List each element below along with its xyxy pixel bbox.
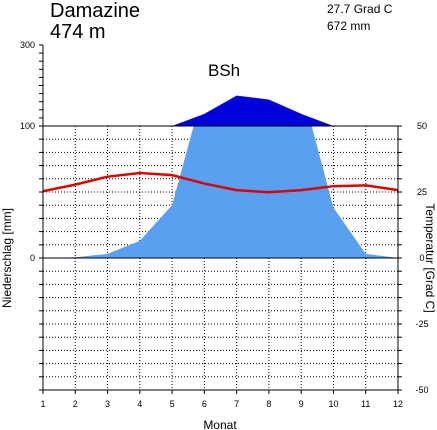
left-tick-label: 100: [20, 121, 35, 131]
precipitation-area-linear: [43, 126, 398, 258]
y-axis-title-right: Temperatur [Grad C]: [423, 203, 437, 312]
x-tick-label: 5: [170, 399, 175, 409]
right-tick-label: 0: [419, 253, 424, 263]
x-tick-label: 10: [328, 399, 338, 409]
right-tick-label: 25: [417, 187, 427, 197]
right-tick-label: -50: [415, 385, 428, 395]
climate-class: BSh: [208, 61, 241, 80]
x-tick-label: 3: [105, 399, 110, 409]
plot-area: [42, 95, 399, 258]
precipitation-excess-area: [43, 95, 398, 126]
x-tick-label: 11: [361, 399, 370, 409]
mean-temperature: 27.7 Grad C: [327, 2, 393, 16]
annual-precipitation: 672 mm: [327, 19, 371, 33]
left-tick-label: 0: [30, 253, 35, 263]
x-tick-label: 6: [202, 399, 207, 409]
temperature-line: [42, 171, 399, 194]
x-tick-label: 1: [40, 399, 45, 409]
x-tick-label: 8: [266, 399, 271, 409]
x-tick-label: 9: [299, 399, 304, 409]
right-tick-label: 50: [417, 121, 427, 131]
left-tick-label: 300: [20, 40, 35, 50]
x-tick-label: 12: [393, 399, 403, 409]
x-tick-label: 4: [137, 399, 142, 409]
station-elevation: 474 m: [50, 21, 106, 43]
y-axis-title-left: Niederschlag [mm]: [0, 208, 14, 308]
right-tick-label: -25: [415, 319, 428, 329]
station-name: Damazine: [50, 0, 141, 22]
x-tick-label: 7: [234, 399, 239, 409]
x-tick-label: 2: [73, 399, 78, 409]
x-axis-title: Monat: [203, 418, 237, 430]
